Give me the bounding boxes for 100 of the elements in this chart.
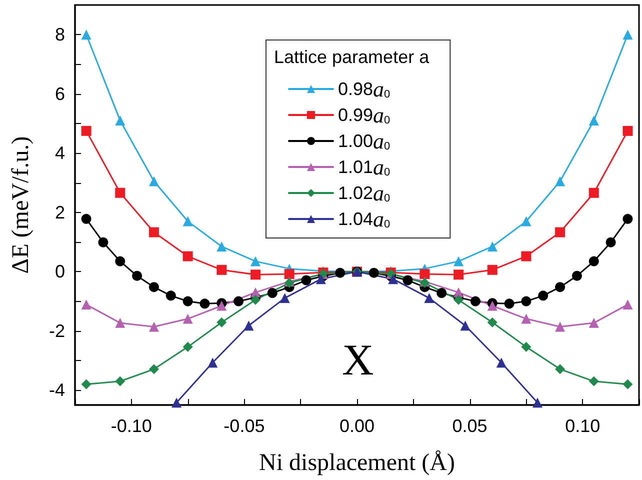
point — [148, 176, 159, 186]
annotation: X — [342, 336, 374, 384]
y-tick-label: 8 — [54, 24, 65, 45]
point — [588, 116, 599, 126]
point — [622, 300, 633, 310]
point — [182, 314, 193, 324]
point — [572, 270, 582, 281]
point — [460, 320, 470, 331]
point — [98, 237, 108, 248]
x-tick-label: -0.05 — [224, 416, 265, 436]
point — [244, 320, 254, 331]
point — [388, 274, 398, 284]
point — [555, 364, 566, 374]
point — [182, 296, 193, 306]
point — [335, 268, 346, 278]
point — [420, 269, 430, 280]
x-tick-label: 0.05 — [452, 416, 488, 436]
point — [81, 30, 92, 40]
point — [555, 176, 566, 186]
point — [115, 318, 126, 328]
point — [148, 364, 159, 374]
legend-label: 0.98a0 — [338, 76, 390, 102]
point — [115, 188, 126, 198]
point — [316, 274, 326, 284]
point — [148, 227, 159, 238]
point — [172, 398, 182, 408]
x-tick-label: 0.00 — [339, 416, 375, 436]
y-tick-label: 0 — [54, 262, 65, 282]
point — [208, 358, 218, 368]
x-axis-title: Ni displacement (Å) — [259, 450, 455, 476]
point — [182, 342, 193, 352]
point — [487, 264, 498, 275]
point — [555, 227, 566, 238]
y-tick-label: 6 — [54, 84, 65, 104]
legend-label: 1.00a0 — [338, 128, 390, 154]
y-tick-label: -2 — [48, 320, 65, 341]
point — [216, 300, 227, 311]
point — [216, 317, 227, 328]
point — [200, 298, 210, 309]
point — [622, 379, 633, 390]
point — [436, 288, 447, 298]
legend-label: 1.04a0 — [338, 206, 390, 232]
point — [402, 275, 413, 286]
point — [622, 214, 633, 224]
point — [234, 296, 244, 306]
point — [454, 256, 464, 266]
point — [250, 256, 260, 266]
point — [280, 293, 290, 304]
y-axis-title: ΔE (meV/f.u.) — [8, 136, 34, 274]
point — [250, 270, 260, 280]
point — [182, 216, 193, 226]
legend-title: Lattice parameter a — [274, 47, 430, 67]
point — [216, 241, 227, 252]
point — [487, 317, 498, 328]
point — [588, 188, 599, 198]
point — [454, 294, 464, 305]
point — [555, 282, 566, 292]
legend-label: 0.99a0 — [338, 102, 390, 128]
point — [622, 30, 633, 40]
point — [606, 237, 616, 248]
point — [622, 126, 633, 136]
point — [284, 269, 294, 280]
point — [521, 342, 532, 352]
point — [555, 322, 566, 332]
legend-label: 1.02a0 — [338, 180, 390, 206]
point — [454, 270, 464, 280]
point — [267, 288, 278, 298]
x-tick-label: -0.10 — [110, 416, 152, 436]
point — [216, 264, 227, 275]
y-tick-label: 2 — [54, 202, 65, 222]
legend-label: 1.01a0 — [338, 154, 390, 180]
point — [504, 298, 514, 309]
point — [470, 296, 480, 306]
point — [487, 241, 498, 252]
point — [182, 251, 193, 262]
y-tick-label: -4 — [48, 380, 65, 400]
point — [368, 268, 379, 278]
point — [496, 358, 506, 368]
point — [424, 293, 434, 304]
point — [487, 300, 498, 311]
x-tick-label: 0.10 — [565, 416, 600, 436]
point — [115, 376, 126, 386]
point — [588, 256, 599, 266]
point — [81, 300, 92, 310]
point — [588, 318, 599, 328]
point — [301, 275, 312, 286]
point — [115, 256, 126, 266]
point — [521, 296, 532, 306]
point — [81, 126, 92, 136]
point — [532, 398, 542, 408]
point — [250, 294, 260, 305]
point — [81, 214, 92, 224]
y-tick-label: 4 — [54, 143, 65, 164]
point — [538, 290, 548, 301]
point — [81, 379, 92, 390]
point — [166, 290, 176, 301]
point — [115, 116, 126, 126]
point — [148, 282, 159, 292]
point — [521, 216, 532, 226]
point — [148, 322, 159, 332]
